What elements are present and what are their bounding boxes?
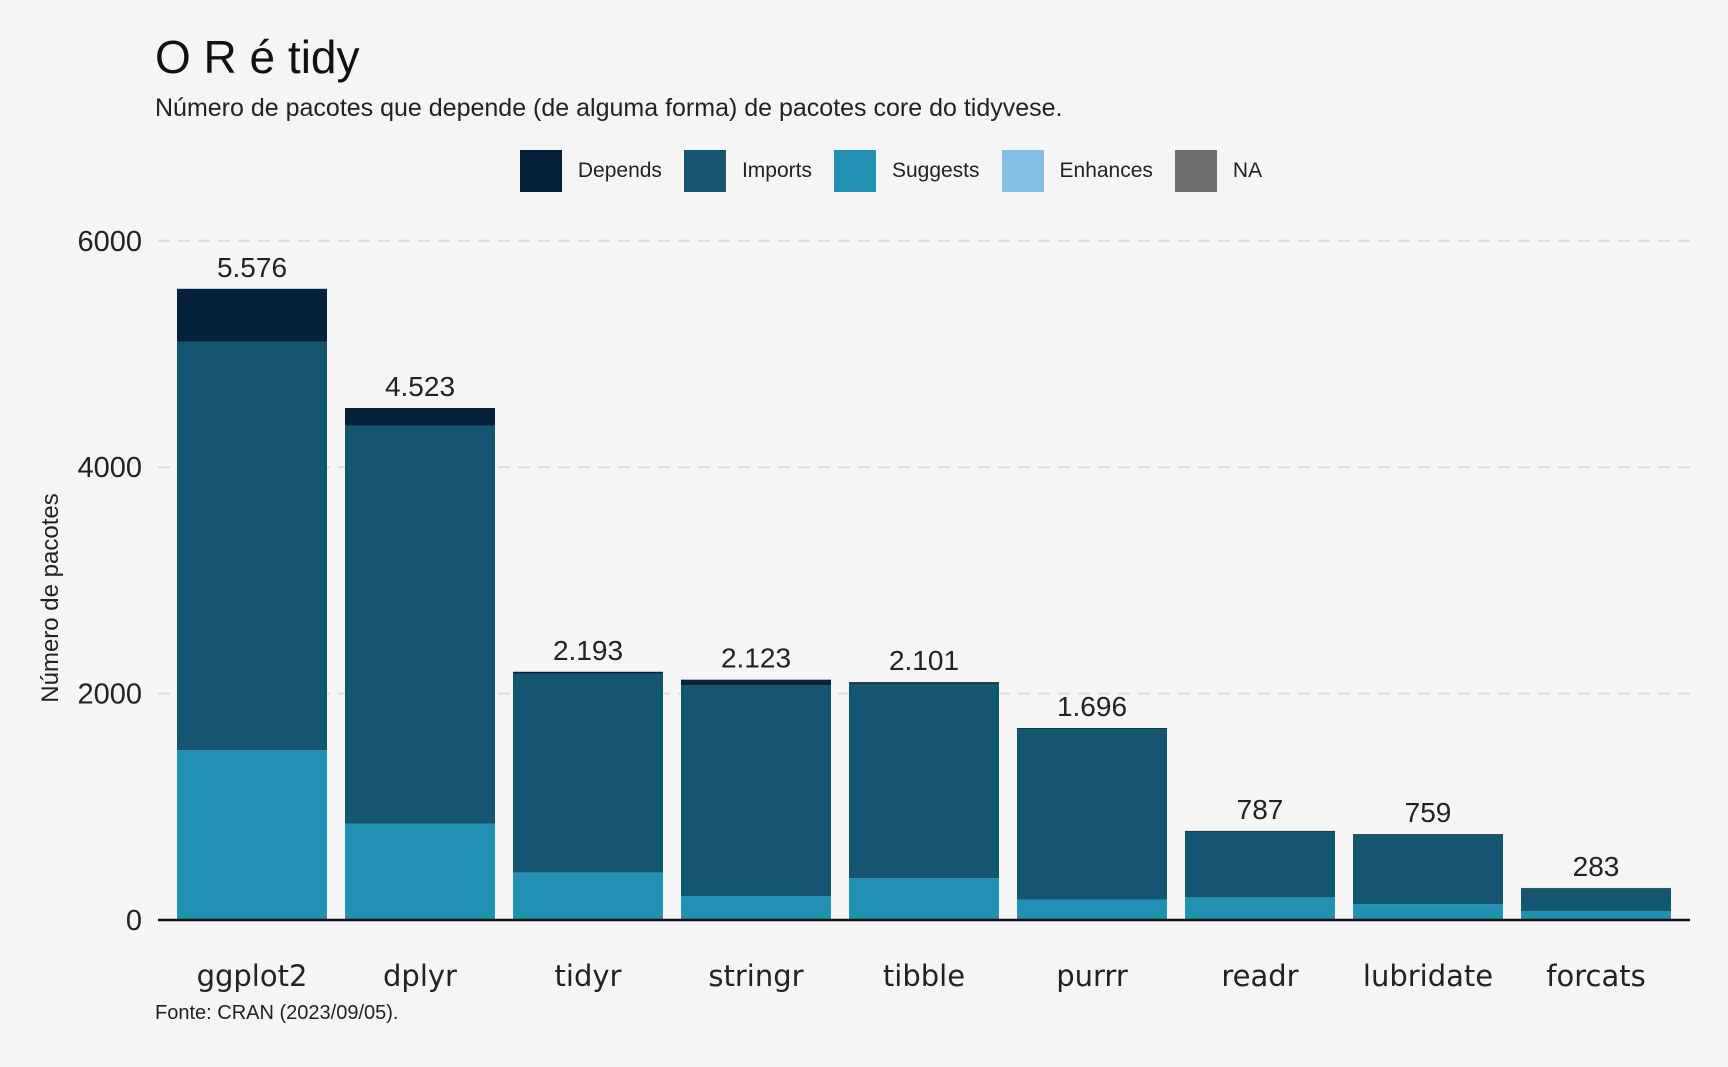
chart-subtitle: Número de pacotes que depende (de alguma… — [155, 94, 1063, 122]
bar-purrr-imports — [1017, 728, 1167, 900]
bar-lubridate-depends — [1353, 834, 1503, 835]
bar-total-label: 1.696 — [1057, 691, 1127, 722]
legend-label: NA — [1232, 159, 1263, 182]
legend-item-depends: Depends — [519, 150, 668, 192]
y-tick-label: 2000 — [77, 679, 142, 711]
chart-caption: Fonte: CRAN (2023/09/05). — [155, 1002, 399, 1024]
bar-stringr-suggests — [681, 896, 831, 920]
bar-total-label: 787 — [1237, 794, 1284, 825]
bar-stringr-imports — [681, 685, 831, 897]
x-tick-label: forcats — [1546, 959, 1645, 993]
legend-key — [833, 150, 876, 192]
legend-key — [1174, 150, 1217, 192]
y-tick-label: 0 — [126, 905, 142, 937]
x-tick-label: purrr — [1056, 959, 1128, 993]
bar-lubridate-imports — [1353, 834, 1503, 905]
x-tick-label: tidyr — [555, 959, 622, 993]
x-tick-label: dplyr — [383, 959, 457, 993]
legend-label: Suggests — [891, 159, 980, 182]
chart-title: O R é tidy — [155, 31, 360, 83]
bar-ggplot2-depends — [177, 288, 327, 342]
y-tick-label: 4000 — [77, 452, 142, 484]
bar-forcats-suggests — [1521, 910, 1671, 920]
bar-total-label: 283 — [1573, 851, 1620, 882]
x-tick-label: stringr — [708, 959, 803, 993]
y-tick-label: 6000 — [77, 226, 142, 258]
bar-purrr-depends — [1017, 728, 1167, 729]
bar-tidyr-depends — [513, 671, 663, 674]
bar-tidyr-imports — [513, 673, 663, 873]
legend: Depends Imports Suggests Enhances NA — [0, 150, 1728, 192]
bar-ggplot2-suggests — [177, 750, 327, 920]
bar-total-label: 759 — [1405, 797, 1452, 828]
x-tick-label: lubridate — [1363, 959, 1493, 993]
legend-label: Enhances — [1059, 159, 1153, 182]
bar-dplyr-imports — [345, 425, 495, 824]
bar-readr-imports — [1185, 831, 1335, 898]
x-tick-label: ggplot2 — [197, 959, 308, 993]
bar-dplyr-suggests — [345, 823, 495, 920]
bar-dplyr-depends — [345, 407, 495, 426]
y-axis-title: Número de pacotes — [37, 493, 64, 702]
legend-key — [519, 150, 562, 192]
legend-label: Imports — [741, 159, 812, 182]
legend-key — [683, 150, 726, 192]
legend-item-imports: Imports — [683, 150, 818, 192]
x-tick-label: readr — [1221, 959, 1298, 993]
bar-stringr-depends — [681, 679, 831, 686]
legend-key — [1001, 150, 1044, 192]
bar-readr-suggests — [1185, 897, 1335, 920]
bar-total-label: 2.123 — [721, 643, 791, 674]
bar-tibble-imports — [849, 683, 999, 879]
bar-total-label: 2.193 — [553, 635, 623, 666]
legend-item-enhances: Enhances — [1001, 150, 1159, 192]
bar-tibble-depends — [849, 682, 999, 684]
bar-forcats-imports — [1521, 888, 1671, 911]
bar-tibble-suggests — [849, 878, 999, 920]
legend-label: Depends — [577, 159, 662, 182]
bar-readr-depends — [1185, 830, 1335, 832]
bar-lubridate-suggests — [1353, 904, 1503, 920]
x-tick-label: tibble — [883, 959, 965, 993]
legend-item-suggests: Suggests — [833, 150, 986, 192]
bar-purrr-suggests — [1017, 899, 1167, 920]
bar-total-label: 2.101 — [889, 645, 959, 676]
bar-total-label: 4.523 — [385, 371, 455, 402]
bar-tidyr-suggests — [513, 872, 663, 920]
legend-item-na: NA — [1174, 150, 1268, 192]
bar-total-label: 5.576 — [217, 252, 287, 283]
bar-ggplot2-imports — [177, 341, 327, 751]
